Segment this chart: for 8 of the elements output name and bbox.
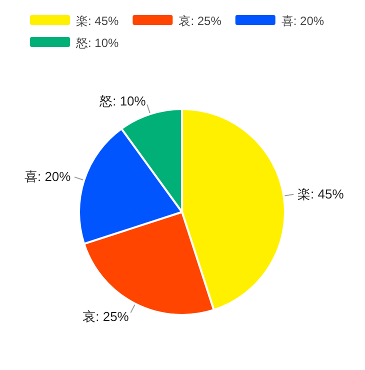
slice-label: 楽: 45%	[298, 186, 344, 202]
slice-label: 怒: 10%	[98, 94, 146, 109]
legend-label: 喜: 20%	[281, 14, 324, 28]
legend-label: 怒: 10%	[75, 36, 120, 50]
legend-label: 哀: 25%	[178, 14, 222, 28]
slice-label: 喜: 20%	[24, 168, 72, 184]
legend-label: 楽: 45%	[76, 14, 120, 28]
slice-label: 哀: 25%	[82, 309, 130, 324]
